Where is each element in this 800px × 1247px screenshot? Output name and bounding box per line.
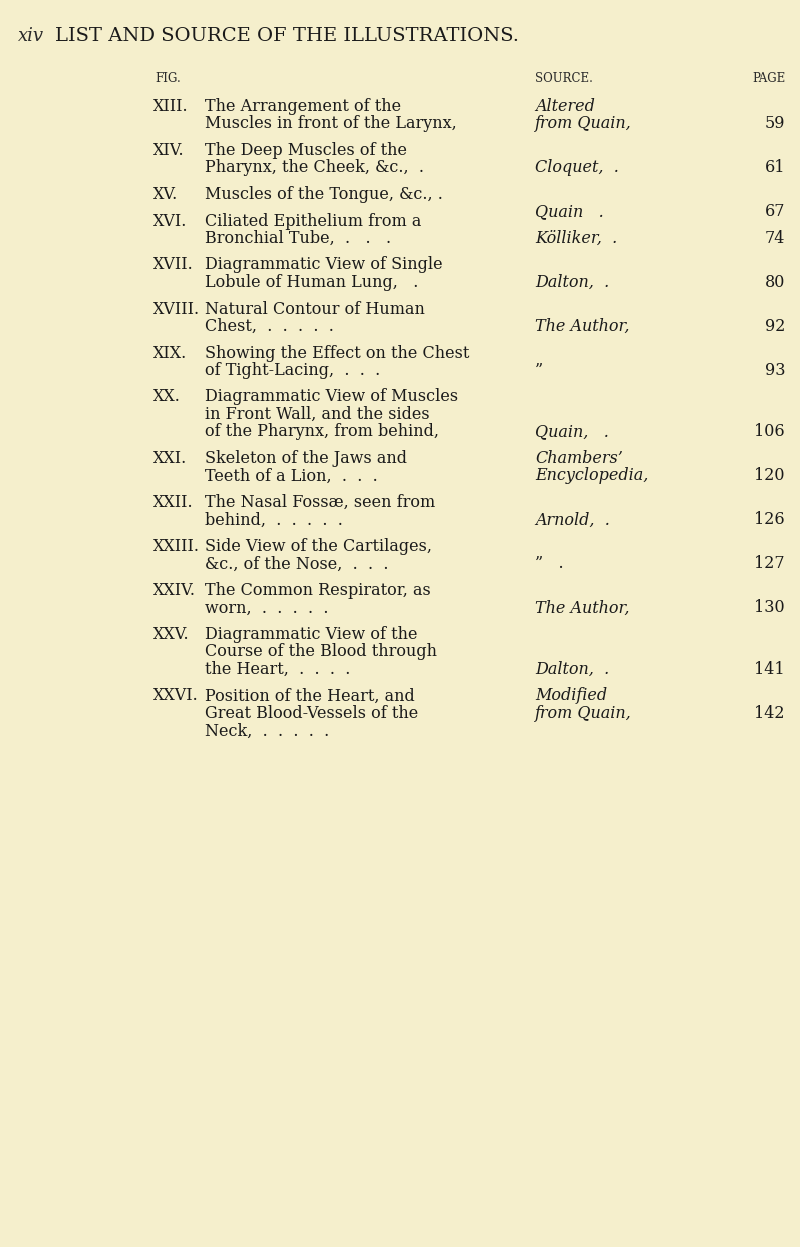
Text: Position of the Heart, and: Position of the Heart, and bbox=[205, 687, 414, 705]
Text: Dalton,  .: Dalton, . bbox=[535, 274, 610, 291]
Text: Ciliated Epithelium from a: Ciliated Epithelium from a bbox=[205, 212, 422, 229]
Text: SOURCE.: SOURCE. bbox=[535, 72, 593, 85]
Text: 74: 74 bbox=[765, 229, 785, 247]
Text: Great Blood-Vessels of the: Great Blood-Vessels of the bbox=[205, 705, 418, 722]
Text: 80: 80 bbox=[765, 274, 785, 291]
Text: the Heart,  .  .  .  .: the Heart, . . . . bbox=[205, 661, 350, 678]
Text: Diagrammatic View of Single: Diagrammatic View of Single bbox=[205, 257, 442, 273]
Text: Kölliker,  .: Kölliker, . bbox=[535, 229, 618, 247]
Text: of Tight-Lacing,  .  .  .: of Tight-Lacing, . . . bbox=[205, 362, 380, 379]
Text: XXII.: XXII. bbox=[153, 494, 194, 511]
Text: ”   .: ” . bbox=[535, 555, 564, 572]
Text: XIX.: XIX. bbox=[153, 344, 187, 362]
Text: 67: 67 bbox=[765, 203, 785, 221]
Text: Pharynx, the Cheek, &c.,  .: Pharynx, the Cheek, &c., . bbox=[205, 160, 424, 177]
Text: Course of the Blood through: Course of the Blood through bbox=[205, 643, 437, 661]
Text: The Deep Muscles of the: The Deep Muscles of the bbox=[205, 142, 407, 160]
Text: XIV.: XIV. bbox=[153, 142, 185, 160]
Text: XV.: XV. bbox=[153, 186, 178, 203]
Text: 61: 61 bbox=[765, 160, 785, 177]
Text: XVIII.: XVIII. bbox=[153, 301, 200, 318]
Text: Modified: Modified bbox=[535, 687, 607, 705]
Text: of the Pharynx, from behind,: of the Pharynx, from behind, bbox=[205, 424, 439, 440]
Text: XXVI.: XXVI. bbox=[153, 687, 198, 705]
Text: Side View of the Cartilages,: Side View of the Cartilages, bbox=[205, 537, 432, 555]
Text: worn,  .  .  .  .  .: worn, . . . . . bbox=[205, 600, 329, 616]
Text: Diagrammatic View of the: Diagrammatic View of the bbox=[205, 626, 418, 643]
Text: 92: 92 bbox=[765, 318, 785, 335]
Text: PAGE: PAGE bbox=[752, 72, 786, 85]
Text: Teeth of a Lion,  .  .  .: Teeth of a Lion, . . . bbox=[205, 468, 378, 485]
Text: Muscles of the Tongue, &c., .: Muscles of the Tongue, &c., . bbox=[205, 186, 443, 203]
Text: The Author,: The Author, bbox=[535, 600, 630, 616]
Text: 127: 127 bbox=[754, 555, 785, 572]
Text: 106: 106 bbox=[754, 424, 785, 440]
Text: from Quain,: from Quain, bbox=[535, 116, 632, 132]
Text: XXIII.: XXIII. bbox=[153, 537, 200, 555]
Text: 141: 141 bbox=[754, 661, 785, 678]
Text: FIG.: FIG. bbox=[155, 72, 181, 85]
Text: XVII.: XVII. bbox=[153, 257, 194, 273]
Text: Arnold,  .: Arnold, . bbox=[535, 511, 610, 529]
Text: XXIV.: XXIV. bbox=[153, 582, 196, 599]
Text: The Arrangement of the: The Arrangement of the bbox=[205, 99, 401, 115]
Text: 93: 93 bbox=[765, 362, 785, 379]
Text: from Quain,: from Quain, bbox=[535, 705, 632, 722]
Text: 59: 59 bbox=[765, 116, 785, 132]
Text: ”: ” bbox=[535, 362, 543, 379]
Text: xiv: xiv bbox=[18, 27, 44, 45]
Text: Dalton,  .: Dalton, . bbox=[535, 661, 610, 678]
Text: Quain,   .: Quain, . bbox=[535, 424, 609, 440]
Text: Chest,  .  .  .  .  .: Chest, . . . . . bbox=[205, 318, 334, 335]
Text: 126: 126 bbox=[754, 511, 785, 529]
Text: Bronchial Tube,  .   .   .: Bronchial Tube, . . . bbox=[205, 229, 391, 247]
Text: Neck,  .  .  .  .  .: Neck, . . . . . bbox=[205, 722, 330, 739]
Text: in Front Wall, and the sides: in Front Wall, and the sides bbox=[205, 407, 430, 423]
Text: Altered: Altered bbox=[535, 99, 595, 115]
Text: Quain   .: Quain . bbox=[535, 203, 604, 221]
Text: Cloquet,  .: Cloquet, . bbox=[535, 160, 619, 177]
Text: behind,  .  .  .  .  .: behind, . . . . . bbox=[205, 511, 343, 529]
Text: Muscles in front of the Larynx,: Muscles in front of the Larynx, bbox=[205, 116, 457, 132]
Text: Natural Contour of Human: Natural Contour of Human bbox=[205, 301, 425, 318]
Text: The Author,: The Author, bbox=[535, 318, 630, 335]
Text: Showing the Effect on the Chest: Showing the Effect on the Chest bbox=[205, 344, 470, 362]
Text: Chambers’: Chambers’ bbox=[535, 450, 623, 466]
Text: Diagrammatic View of Muscles: Diagrammatic View of Muscles bbox=[205, 389, 458, 405]
Text: XXI.: XXI. bbox=[153, 450, 187, 466]
Text: 120: 120 bbox=[754, 468, 785, 485]
Text: The Nasal Fossæ, seen from: The Nasal Fossæ, seen from bbox=[205, 494, 435, 511]
Text: Lobule of Human Lung,   .: Lobule of Human Lung, . bbox=[205, 274, 418, 291]
Text: &c., of the Nose,  .  .  .: &c., of the Nose, . . . bbox=[205, 555, 389, 572]
Text: Encyclopedia,: Encyclopedia, bbox=[535, 468, 648, 485]
Text: 130: 130 bbox=[754, 600, 785, 616]
Text: 142: 142 bbox=[754, 705, 785, 722]
Text: XXV.: XXV. bbox=[153, 626, 190, 643]
Text: The Common Respirator, as: The Common Respirator, as bbox=[205, 582, 430, 599]
Text: LIST AND SOURCE OF THE ILLUSTRATIONS.: LIST AND SOURCE OF THE ILLUSTRATIONS. bbox=[55, 27, 519, 45]
Text: XIII.: XIII. bbox=[153, 99, 189, 115]
Text: Skeleton of the Jaws and: Skeleton of the Jaws and bbox=[205, 450, 407, 466]
Text: XX.: XX. bbox=[153, 389, 181, 405]
Text: XVI.: XVI. bbox=[153, 212, 187, 229]
